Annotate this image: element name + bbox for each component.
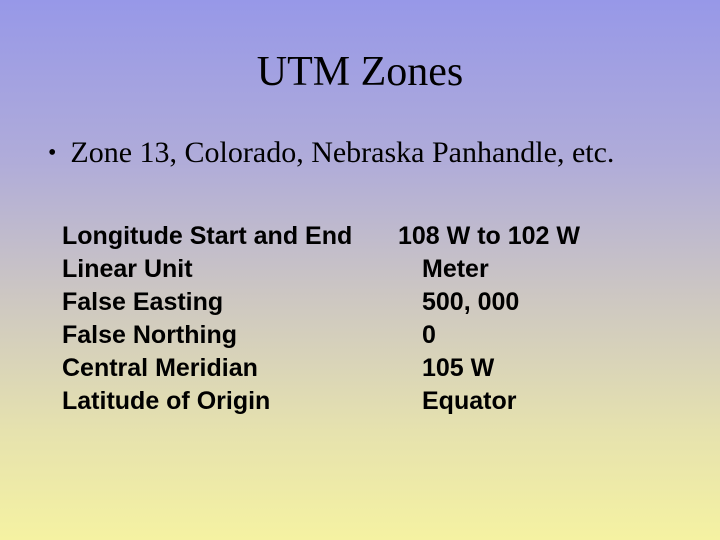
value-longitude: 108 W to 102 W [398, 220, 580, 253]
value-false-northing: 0 [422, 319, 580, 352]
label-false-northing: False Northing [62, 319, 412, 352]
value-latitude-origin: Equator [422, 385, 580, 418]
property-values: 108 W to 102 W Meter 500, 000 0 105 W Eq… [412, 220, 580, 418]
properties-block: Longitude Start and End Linear Unit Fals… [0, 172, 720, 418]
value-false-easting: 500, 000 [422, 286, 580, 319]
bullet-icon: • [48, 134, 70, 168]
label-latitude-origin: Latitude of Origin [62, 385, 412, 418]
label-longitude: Longitude Start and End [62, 220, 412, 253]
value-linear-unit: Meter [422, 253, 580, 286]
label-linear-unit: Linear Unit [62, 253, 412, 286]
bullet-text: Zone 13, Colorado, Nebraska Panhandle, e… [70, 134, 614, 172]
label-false-easting: False Easting [62, 286, 412, 319]
value-central-meridian: 105 W [422, 352, 580, 385]
property-labels: Longitude Start and End Linear Unit Fals… [62, 220, 412, 418]
bullet-item: • Zone 13, Colorado, Nebraska Panhandle,… [0, 96, 720, 172]
slide: UTM Zones • Zone 13, Colorado, Nebraska … [0, 0, 720, 540]
slide-title: UTM Zones [0, 0, 720, 96]
label-central-meridian: Central Meridian [62, 352, 412, 385]
